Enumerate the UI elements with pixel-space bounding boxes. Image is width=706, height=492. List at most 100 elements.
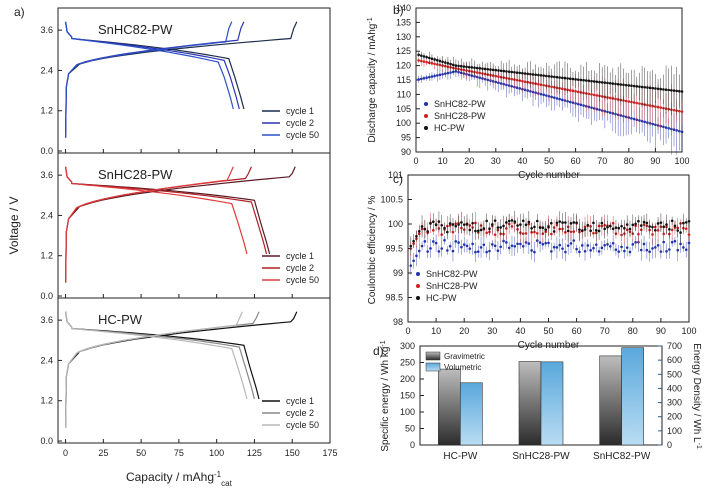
data-point [627,100,631,103]
data-point [422,76,426,80]
data-point [598,80,601,84]
data-point [530,226,533,230]
x-tick-label: 80 [628,326,638,336]
x-axis-label: Capacity / mAhg-1cat [126,470,233,488]
data-point [479,246,483,249]
y-tick-label: 100 [396,118,411,128]
data-point [670,89,673,92]
data-point [673,224,677,228]
x-tick-label: 100 [681,326,696,336]
charge-curve [65,21,233,138]
data-point [417,78,420,81]
data-point [673,239,677,243]
data-point [510,85,514,88]
x-tick-label: 75 [174,448,184,458]
data-point [582,78,585,82]
data-point [459,64,463,68]
data-point [486,67,490,71]
y-tick-label-right: 300 [667,398,682,408]
data-point [521,232,525,235]
x-tick-label: HC-PW [443,451,477,462]
data-point [534,73,537,77]
data-point [423,240,427,243]
data-point [433,74,436,78]
y-axis-label: Coulombic efficiency / % [367,196,378,305]
panel-label-a: a) [14,5,25,19]
data-point [592,93,596,97]
data-point [493,219,497,222]
data-point [584,79,588,82]
data-point [454,64,458,67]
data-point [656,87,660,91]
x-tick-label: 0 [413,156,418,166]
data-point [579,103,583,107]
data-point [662,225,666,229]
data-point [648,250,651,253]
data-point [680,110,684,113]
y-tick-label-right: 0 [667,440,672,450]
data-point [434,241,438,245]
data-point [678,89,681,93]
charge-curve [65,311,260,428]
legend-label: cycle 50 [286,275,319,285]
data-point [555,97,559,100]
y-tick-label: 100 [388,219,403,229]
y-tick-label: 0.0 [40,436,53,446]
y-tick-label-left: 100 [400,407,415,417]
data-point [454,224,458,228]
data-point [541,242,545,246]
data-point [481,67,484,70]
data-point [435,63,439,66]
data-point [614,97,617,101]
data-point [659,221,663,224]
data-point [553,75,556,79]
data-point [494,68,498,72]
data-point [483,67,487,71]
data-point [576,78,580,81]
data-point [574,90,577,93]
data-point [684,248,688,251]
data-point [530,249,533,252]
data-point [648,104,652,107]
data-point [558,220,562,223]
y-tick-label: 99 [393,268,403,278]
y-tick-label: 101 [388,170,403,180]
data-point [473,75,476,78]
data-point [431,240,435,243]
x-tick-label: 50 [544,156,554,166]
data-point [642,242,646,246]
data-point [433,58,436,61]
data-point [552,226,556,229]
discharge-curve [65,311,248,400]
data-point [510,77,514,81]
data-point [568,100,572,104]
data-point [680,130,684,134]
data-point [471,221,474,225]
data-point [547,241,550,245]
data-point [561,87,564,91]
data-point [446,61,450,65]
data-point [524,232,528,235]
data-point [672,108,676,112]
data-point [651,122,655,126]
data-point [630,117,633,120]
legend-label: SnHC82-PW [426,269,478,279]
data-point [646,86,649,89]
data-point [545,74,548,78]
data-point [545,94,548,97]
data-point [448,222,452,225]
y-tick-label-right: 200 [667,412,682,422]
x-tick-label: 125 [247,448,262,458]
x-tick-label: SnHC28-PW [512,451,570,462]
data-point [625,246,629,249]
data-point [659,250,663,253]
data-point [529,72,532,76]
data-point [524,223,528,227]
data-point [579,78,583,82]
data-point [497,75,500,78]
data-point [638,85,641,88]
x-tick-label: 175 [322,448,337,458]
data-point [597,250,601,253]
legend-marker [416,296,420,300]
data-point [516,224,519,227]
